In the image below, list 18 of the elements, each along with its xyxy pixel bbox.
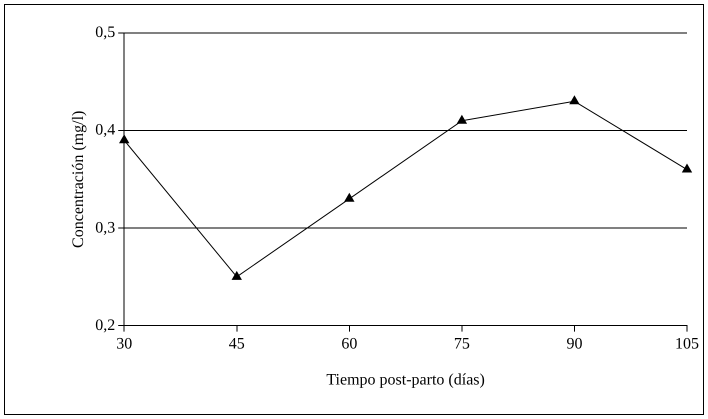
point — [232, 271, 242, 280]
y-tick-label: 0,3 — [95, 219, 116, 236]
x-tick-label: 105 — [675, 335, 699, 352]
y-tick-label: 0,2 — [95, 316, 116, 334]
point — [119, 134, 130, 144]
x-tick-label: 60 — [341, 335, 358, 352]
y-tick-label: 0,5 — [95, 24, 116, 42]
x-tick-label: 30 — [116, 335, 132, 352]
x-tick-label: 75 — [454, 335, 470, 352]
y-axis-title: Concentración (mg/l) — [70, 110, 87, 248]
y-tick-label: 0,4 — [95, 122, 116, 139]
x-tick-label: 45 — [228, 335, 245, 352]
point — [457, 115, 467, 124]
point — [570, 96, 580, 104]
x-tick-label: 90 — [566, 335, 582, 352]
x-axis-title: Tiempo post-parto (días) — [326, 372, 485, 389]
point — [344, 193, 354, 202]
point — [682, 164, 692, 173]
